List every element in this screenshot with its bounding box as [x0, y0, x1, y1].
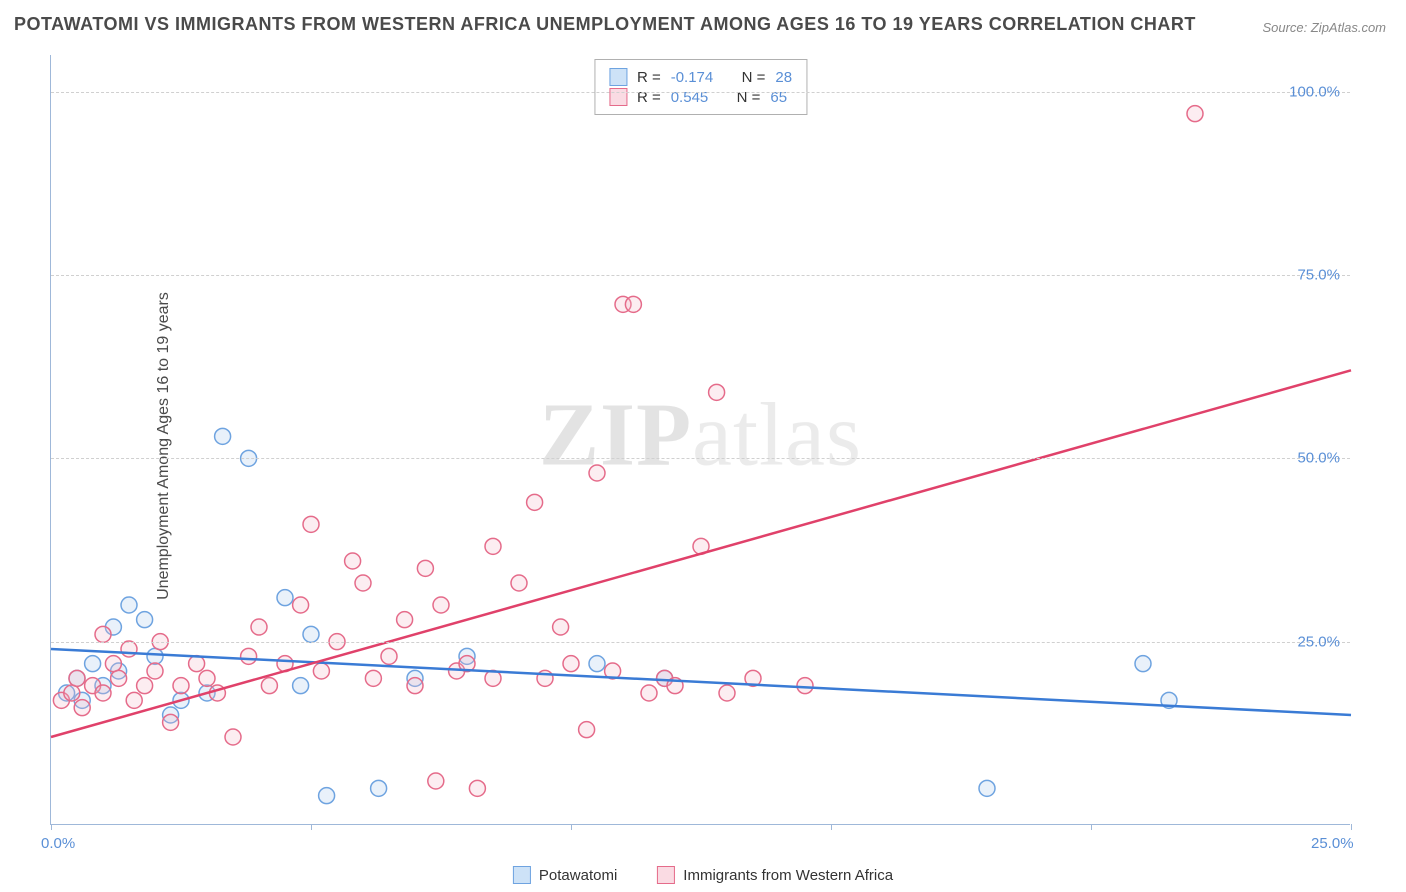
scatter-point-immigrants_wa	[797, 678, 813, 694]
scatter-point-immigrants_wa	[313, 663, 329, 679]
scatter-point-immigrants_wa	[111, 670, 127, 686]
scatter-point-immigrants_wa	[189, 656, 205, 672]
scatter-point-immigrants_wa	[579, 722, 595, 738]
x-tick-label: 25.0%	[1311, 835, 1354, 852]
scatter-point-potawatomi	[979, 780, 995, 796]
scatter-point-immigrants_wa	[433, 597, 449, 613]
scatter-point-immigrants_wa	[225, 729, 241, 745]
gridline	[51, 642, 1350, 643]
chart-svg	[51, 55, 1350, 824]
legend-label: Potawatomi	[539, 867, 617, 884]
scatter-point-immigrants_wa	[485, 538, 501, 554]
scatter-point-potawatomi	[85, 656, 101, 672]
scatter-point-immigrants_wa	[241, 648, 257, 664]
scatter-point-immigrants_wa	[709, 384, 725, 400]
scatter-point-immigrants_wa	[345, 553, 361, 569]
scatter-point-immigrants_wa	[121, 641, 137, 657]
chart-title: POTAWATOMI VS IMMIGRANTS FROM WESTERN AF…	[14, 14, 1196, 35]
scatter-point-potawatomi	[1135, 656, 1151, 672]
scatter-point-immigrants_wa	[397, 612, 413, 628]
scatter-point-immigrants_wa	[355, 575, 371, 591]
y-tick-label: 75.0%	[1297, 267, 1340, 284]
scatter-point-immigrants_wa	[137, 678, 153, 694]
scatter-point-potawatomi	[147, 648, 163, 664]
scatter-point-immigrants_wa	[428, 773, 444, 789]
x-tick-mark	[831, 824, 832, 830]
x-tick-mark	[1351, 824, 1352, 830]
x-tick-label: 0.0%	[41, 835, 75, 852]
legend-item-immigrants: Immigrants from Western Africa	[657, 866, 893, 884]
scatter-point-potawatomi	[303, 626, 319, 642]
scatter-point-immigrants_wa	[64, 685, 80, 701]
scatter-point-immigrants_wa	[469, 780, 485, 796]
scatter-point-immigrants_wa	[199, 670, 215, 686]
scatter-point-immigrants_wa	[173, 678, 189, 694]
scatter-point-immigrants_wa	[365, 670, 381, 686]
scatter-point-potawatomi	[121, 597, 137, 613]
x-tick-mark	[571, 824, 572, 830]
scatter-point-immigrants_wa	[641, 685, 657, 701]
scatter-point-potawatomi	[319, 788, 335, 804]
scatter-point-immigrants_wa	[563, 656, 579, 672]
legend-label: Immigrants from Western Africa	[683, 867, 893, 884]
bottom-legend: Potawatomi Immigrants from Western Afric…	[513, 866, 893, 884]
scatter-point-potawatomi	[589, 656, 605, 672]
scatter-point-immigrants_wa	[407, 678, 423, 694]
scatter-point-immigrants_wa	[261, 678, 277, 694]
scatter-point-immigrants_wa	[417, 560, 433, 576]
scatter-point-immigrants_wa	[163, 714, 179, 730]
scatter-point-potawatomi	[137, 612, 153, 628]
scatter-point-immigrants_wa	[527, 494, 543, 510]
gridline	[51, 458, 1350, 459]
scatter-point-immigrants_wa	[589, 465, 605, 481]
y-tick-label: 50.0%	[1297, 450, 1340, 467]
scatter-point-immigrants_wa	[381, 648, 397, 664]
scatter-point-immigrants_wa	[74, 700, 90, 716]
scatter-point-immigrants_wa	[95, 685, 111, 701]
x-tick-mark	[1091, 824, 1092, 830]
scatter-point-immigrants_wa	[511, 575, 527, 591]
scatter-point-immigrants_wa	[1187, 106, 1203, 122]
swatch-immigrants	[657, 866, 675, 884]
x-tick-mark	[51, 824, 52, 830]
scatter-point-immigrants_wa	[126, 692, 142, 708]
source-attribution: Source: ZipAtlas.com	[1262, 20, 1386, 35]
scatter-point-potawatomi	[293, 678, 309, 694]
swatch-potawatomi	[513, 866, 531, 884]
y-tick-label: 25.0%	[1297, 633, 1340, 650]
scatter-point-immigrants_wa	[293, 597, 309, 613]
scatter-point-immigrants_wa	[303, 516, 319, 532]
scatter-point-immigrants_wa	[625, 296, 641, 312]
y-tick-label: 100.0%	[1289, 83, 1340, 100]
scatter-point-immigrants_wa	[719, 685, 735, 701]
x-tick-mark	[311, 824, 312, 830]
scatter-point-immigrants_wa	[251, 619, 267, 635]
scatter-point-immigrants_wa	[553, 619, 569, 635]
scatter-point-potawatomi	[371, 780, 387, 796]
scatter-point-potawatomi	[277, 590, 293, 606]
legend-item-potawatomi: Potawatomi	[513, 866, 617, 884]
scatter-point-potawatomi	[215, 428, 231, 444]
plot-area: ZIPatlas R = -0.174 N = 28 R = 0.545 N =…	[50, 55, 1350, 825]
gridline	[51, 92, 1350, 93]
scatter-point-immigrants_wa	[95, 626, 111, 642]
scatter-point-immigrants_wa	[105, 656, 121, 672]
gridline	[51, 275, 1350, 276]
scatter-point-immigrants_wa	[147, 663, 163, 679]
scatter-point-immigrants_wa	[69, 670, 85, 686]
